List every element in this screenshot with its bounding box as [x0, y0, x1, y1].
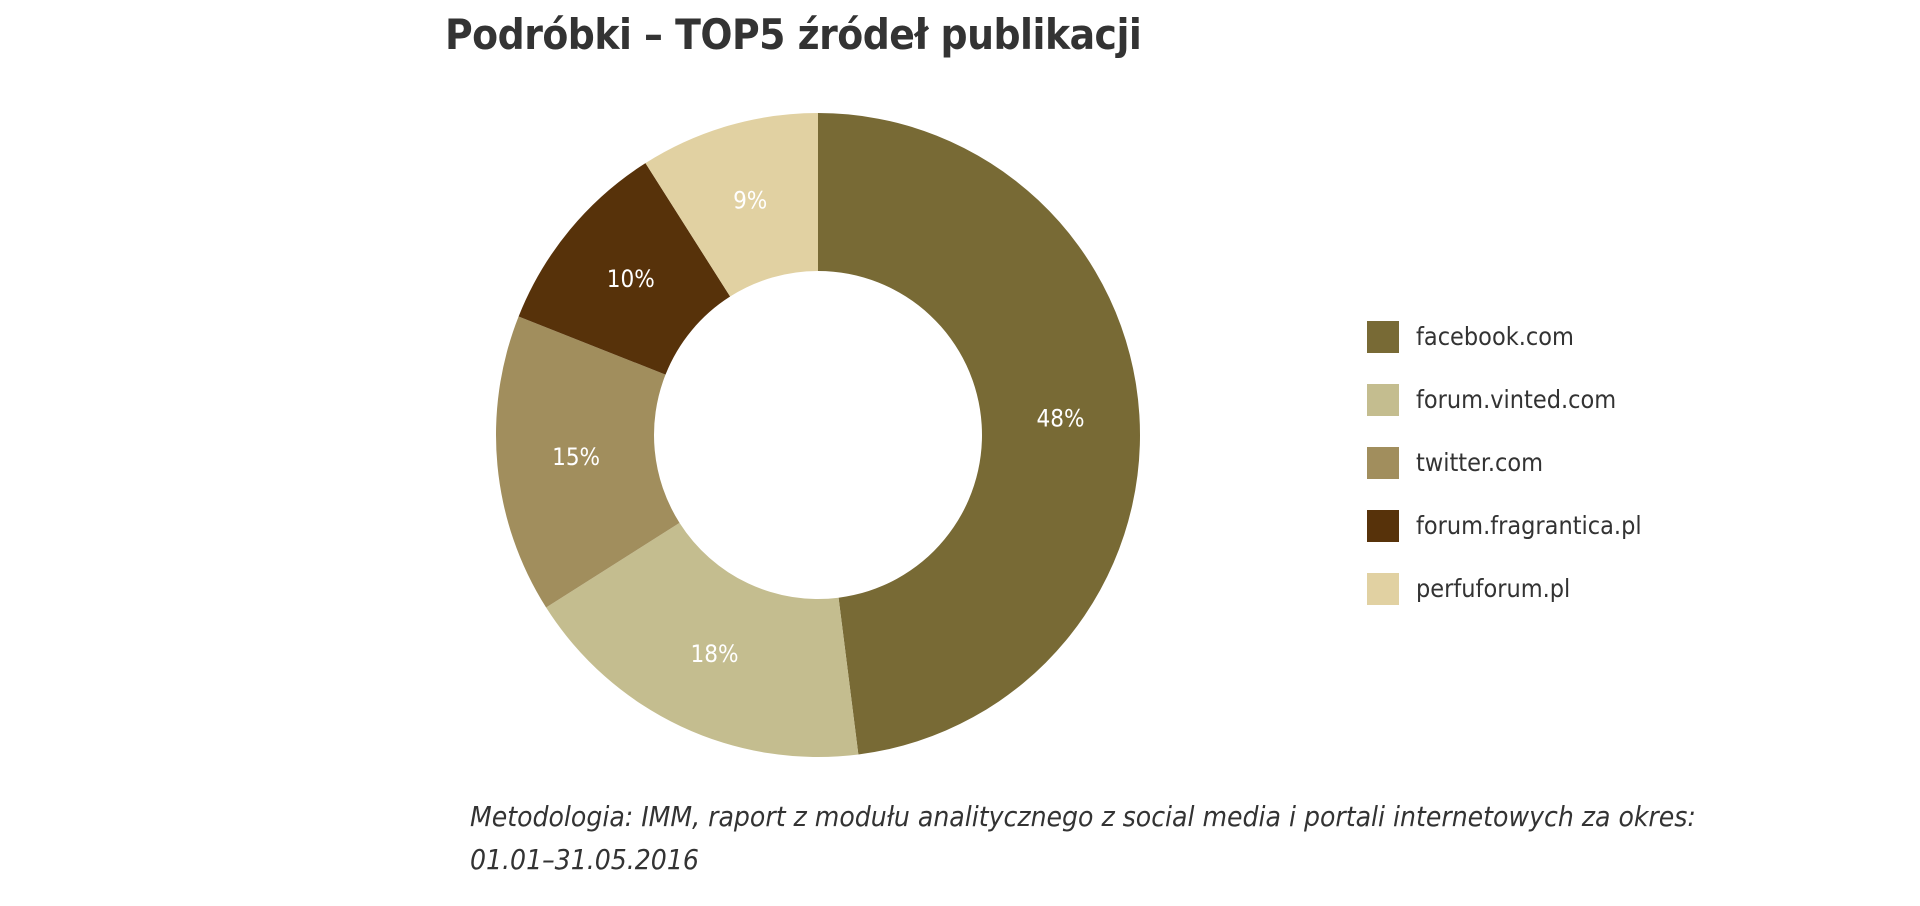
slice-facebook-com — [818, 113, 1140, 754]
legend-label: perfuforum.pl — [1416, 574, 1570, 603]
legend-swatch — [1367, 510, 1399, 542]
legend-swatch — [1367, 447, 1399, 479]
slice-label-forum-fragrantica-pl: 10% — [607, 265, 655, 293]
legend-label: twitter.com — [1416, 448, 1543, 477]
legend-item-facebook-com: facebook.com — [1367, 305, 1642, 368]
legend-item-forum-fragrantica-pl: forum.fragrantica.pl — [1367, 494, 1642, 557]
legend-swatch — [1367, 321, 1399, 353]
legend-swatch — [1367, 573, 1399, 605]
legend-label: forum.fragrantica.pl — [1416, 511, 1642, 540]
donut-slices — [496, 113, 1140, 757]
legend-label: forum.vinted.com — [1416, 385, 1616, 414]
legend-item-twitter-com: twitter.com — [1367, 431, 1642, 494]
chart-legend: facebook.com forum.vinted.com twitter.com f… — [1367, 305, 1642, 620]
slice-label-twitter-com: 15% — [552, 443, 600, 471]
legend-item-forum-vinted-com: forum.vinted.com — [1367, 368, 1642, 431]
legend-label: facebook.com — [1416, 322, 1574, 351]
slice-label-perfuforum-pl: 9% — [733, 187, 767, 215]
legend-swatch — [1367, 384, 1399, 416]
slice-label-facebook-com: 48% — [1037, 405, 1085, 433]
slice-label-forum-vinted-com: 18% — [691, 640, 739, 668]
methodology-footnote: Metodologia: IMM, raport z modułu analit… — [470, 795, 1770, 881]
legend-item-perfuforum-pl: perfuforum.pl — [1367, 557, 1642, 620]
